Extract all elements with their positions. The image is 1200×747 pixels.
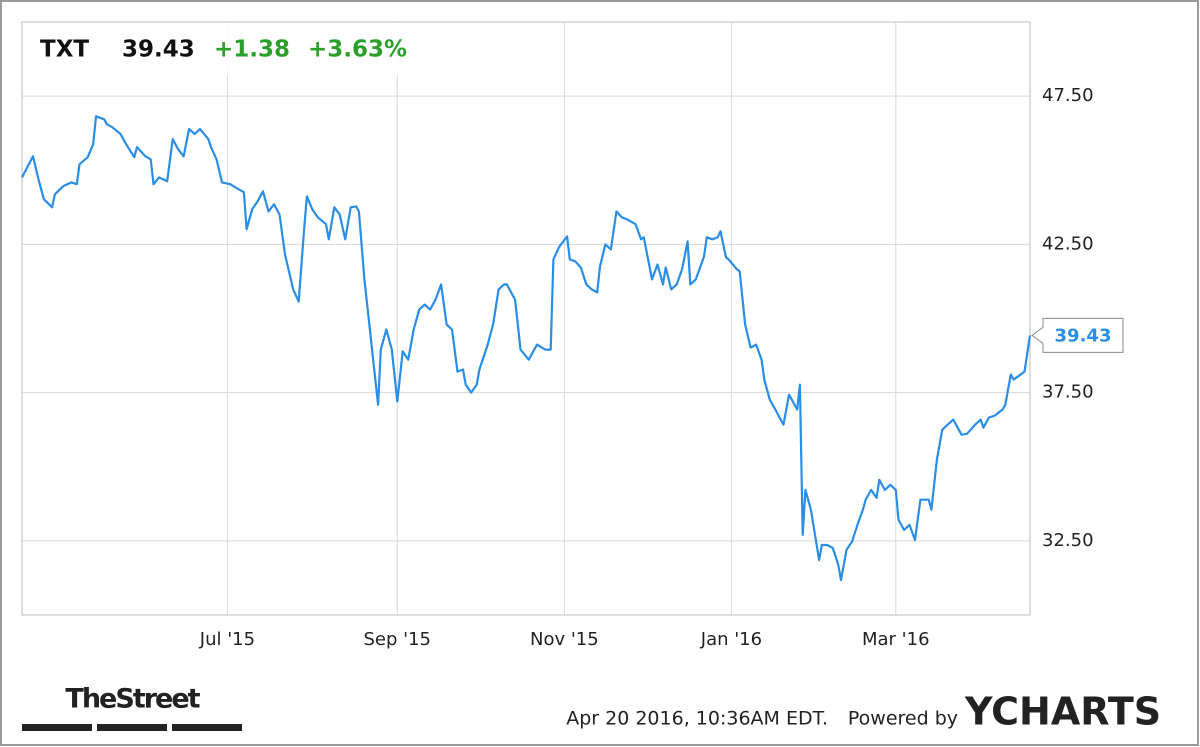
last-value-label: 39.43 bbox=[1055, 325, 1112, 346]
x-tick-label: Nov '15 bbox=[530, 629, 599, 650]
price: 39.43 bbox=[122, 37, 195, 63]
plot-border bbox=[21, 21, 1031, 616]
powered-by: Powered by bbox=[848, 708, 958, 730]
price-line bbox=[21, 115, 1032, 582]
symbol: TXT bbox=[40, 37, 89, 63]
x-tick-label: Mar '16 bbox=[862, 629, 930, 650]
brand: YCHARTS bbox=[964, 690, 1161, 734]
x-tick-label: Jan '16 bbox=[700, 629, 762, 650]
logo-bar bbox=[22, 724, 92, 731]
timestamp: Apr 20 2016, 10:36AM EDT. bbox=[566, 708, 828, 730]
y-tick-label: 42.50 bbox=[1042, 233, 1094, 254]
source: TheStreet bbox=[65, 684, 200, 715]
y-tick-label: 37.50 bbox=[1042, 382, 1094, 403]
labels: 32.50 37.50 42.50 47.50 Jul '15 Sep '15 Nov '1… bbox=[199, 85, 1094, 650]
change-percent: +3.63% bbox=[308, 37, 407, 63]
logo-bar bbox=[97, 724, 167, 731]
source-logo: TheStreet bbox=[22, 684, 242, 731]
x-tick-label: Jul '15 bbox=[199, 629, 255, 650]
change: +1.38 bbox=[214, 37, 290, 63]
x-tick-label: Sep '15 bbox=[364, 629, 432, 650]
logo-bar bbox=[172, 724, 242, 731]
last-value-callout bbox=[1031, 317, 1124, 353]
y-tick-label: 47.50 bbox=[1042, 85, 1094, 106]
plot: 39.43 bbox=[21, 115, 1124, 582]
quote-box bbox=[23, 23, 435, 75]
y-tick-label: 32.50 bbox=[1042, 530, 1094, 551]
grid bbox=[22, 22, 1030, 615]
